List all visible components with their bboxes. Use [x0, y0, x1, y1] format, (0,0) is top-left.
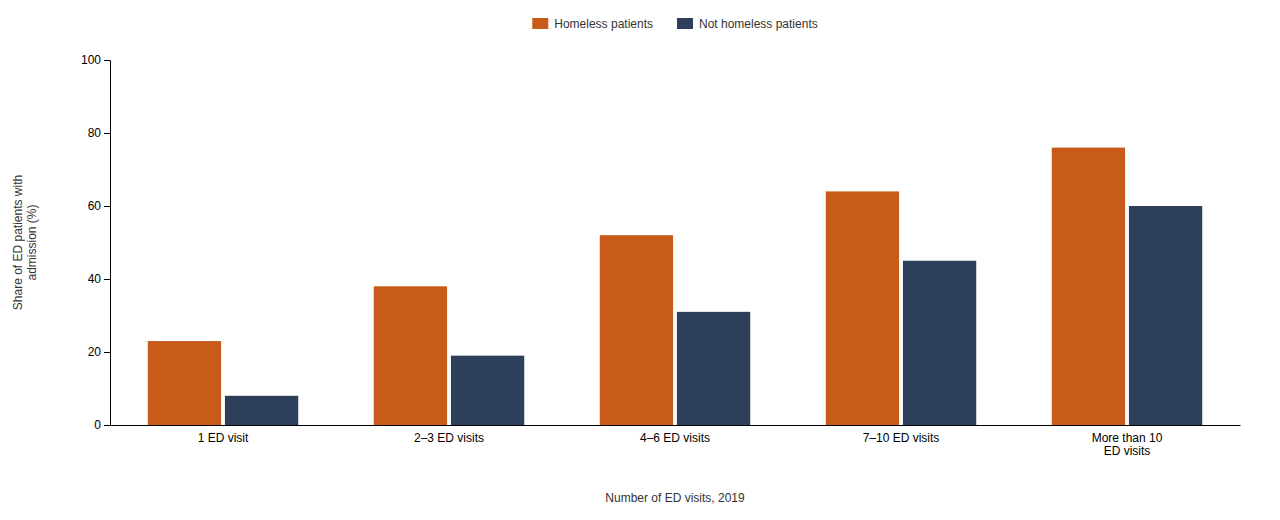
y-tick-label: 100	[81, 53, 101, 67]
bars	[148, 148, 1202, 425]
x-tick: 4–6 ED visits	[640, 431, 710, 445]
legend-item: Not homeless patients	[677, 17, 818, 31]
bar	[1129, 206, 1202, 425]
text-line: More than 10	[1092, 431, 1163, 445]
bar-series	[225, 206, 1202, 425]
y-tick-label: 40	[88, 272, 102, 286]
y-tick: 80	[88, 126, 110, 140]
text-line: Share of ED patients with	[11, 175, 25, 310]
x-tick-label: 1 ED visit	[198, 431, 249, 445]
x-tick-label: 7–10 ED visits	[863, 431, 940, 445]
y-axis: 0 20 40 60 80 100	[81, 53, 111, 432]
bar-series	[148, 148, 1125, 425]
y-tick-mark	[104, 133, 110, 134]
legend-swatch	[677, 18, 693, 29]
bar	[903, 261, 976, 425]
x-axis: 1 ED visit 2–3 ED visits 4–6 ED visits 7–10…	[111, 426, 1241, 459]
x-tick: 7–10 ED visits	[863, 431, 940, 445]
text-line: 7–10 ED visits	[863, 431, 940, 445]
text-line: ED visits	[1104, 444, 1151, 458]
bar	[600, 235, 673, 425]
y-tick-label: 80	[88, 126, 102, 140]
bar	[148, 341, 221, 425]
legend-swatch	[532, 18, 548, 29]
plot: 0 20 40 60 80 100 1 ED visit 2–3 ED visits 4–6 E…	[11, 53, 1241, 504]
y-tick-mark	[104, 425, 110, 426]
x-tick: More than 10ED visits	[1092, 431, 1163, 459]
y-tick-label: 20	[88, 345, 102, 359]
text-line: admission (%)	[25, 204, 39, 280]
y-tick-label: 60	[88, 199, 102, 213]
legend-label: Homeless patients	[554, 17, 653, 31]
y-tick-mark	[104, 206, 110, 207]
legend-item: Homeless patients	[532, 17, 653, 31]
y-tick-mark	[104, 60, 110, 61]
legend-label: Not homeless patients	[699, 17, 818, 31]
bar	[677, 312, 750, 425]
x-tick-label: 2–3 ED visits	[414, 431, 484, 445]
bar	[374, 286, 447, 425]
legend: Homeless patients Not homeless patients	[532, 17, 817, 31]
y-tick: 100	[81, 53, 110, 67]
x-tick-label: More than 10ED visits	[1092, 431, 1163, 459]
x-axis-line	[111, 425, 1241, 426]
x-axis-title: Number of ED visits, 2019	[605, 491, 745, 505]
y-tick-mark	[104, 352, 110, 353]
bar	[451, 356, 524, 425]
x-tick-label: 4–6 ED visits	[640, 431, 710, 445]
text-line: 1 ED visit	[198, 431, 249, 445]
x-tick: 1 ED visit	[198, 431, 249, 445]
y-axis-title: Share of ED patients withadmission (%)	[11, 175, 39, 310]
text-line: 4–6 ED visits	[640, 431, 710, 445]
text-line: Number of ED visits, 2019	[605, 491, 745, 505]
y-axis-line	[104, 61, 111, 426]
y-tick-mark	[104, 279, 110, 280]
y-tick: 0	[94, 418, 110, 432]
y-tick: 20	[88, 345, 110, 359]
x-tick: 2–3 ED visits	[414, 431, 484, 445]
bar	[826, 191, 899, 425]
y-tick-label: 0	[94, 418, 101, 432]
bar	[225, 396, 298, 425]
y-tick: 60	[88, 199, 110, 213]
y-tick: 40	[88, 272, 110, 286]
chart: 0 20 40 60 80 100 1 ED visit 2–3 ED visits 4–6 E…	[0, 0, 1280, 520]
bar	[1052, 148, 1125, 425]
text-line: 2–3 ED visits	[414, 431, 484, 445]
